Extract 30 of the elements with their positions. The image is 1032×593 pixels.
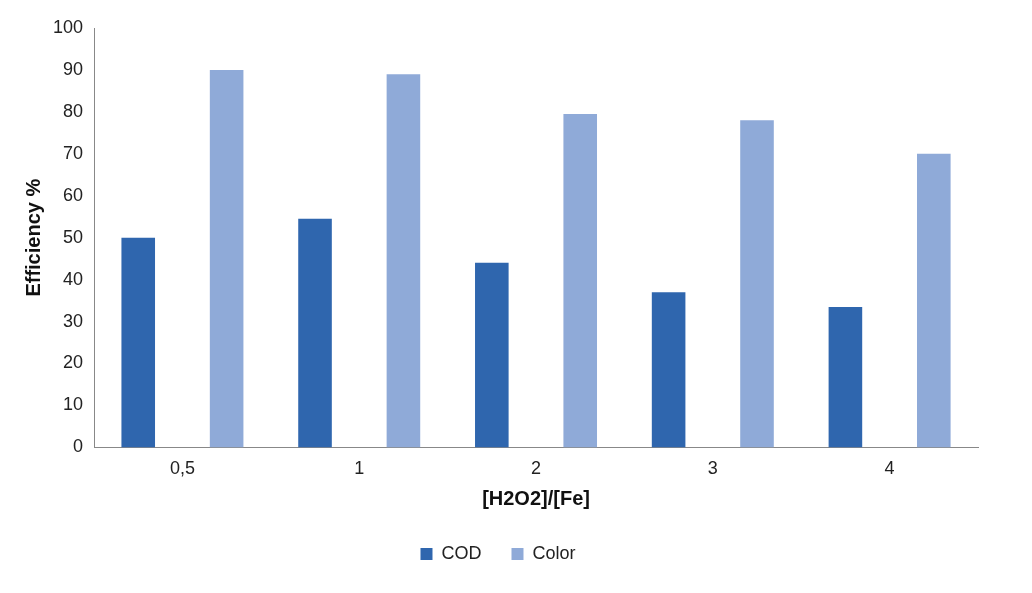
y-tick-label: 70 bbox=[63, 142, 84, 163]
x-tick-label: 1 bbox=[354, 458, 365, 479]
bar bbox=[386, 74, 421, 448]
bar bbox=[475, 262, 509, 448]
y-tick-label: 80 bbox=[63, 100, 84, 121]
y-tick-label: 100 bbox=[52, 16, 84, 37]
y-axis-title: Efficiency % bbox=[21, 178, 44, 297]
bar bbox=[298, 218, 332, 448]
x-axis-title: [H2O2]/[Fe] bbox=[482, 486, 590, 509]
bar bbox=[563, 113, 598, 448]
bar bbox=[651, 292, 686, 448]
bar bbox=[917, 153, 951, 448]
legend-label: COD bbox=[441, 542, 482, 563]
bar bbox=[209, 69, 244, 448]
y-tick-label: 20 bbox=[63, 352, 84, 373]
x-tick-label: 2 bbox=[531, 458, 542, 479]
y-tick-label: 10 bbox=[63, 394, 84, 415]
bar bbox=[121, 237, 156, 448]
legend-label: Color bbox=[532, 542, 576, 563]
x-tick-label: 3 bbox=[707, 458, 718, 479]
bar bbox=[740, 120, 774, 448]
y-tick-label: 0 bbox=[73, 436, 84, 457]
x-tick-label: 0,5 bbox=[169, 458, 195, 479]
y-tick-label: 30 bbox=[63, 310, 84, 331]
y-tick-label: 50 bbox=[63, 226, 84, 247]
bar bbox=[828, 306, 863, 448]
y-tick-label: 60 bbox=[63, 184, 84, 205]
y-tick-label: 90 bbox=[63, 58, 84, 79]
x-tick-label: 4 bbox=[884, 458, 895, 479]
y-tick-label: 40 bbox=[63, 268, 84, 289]
